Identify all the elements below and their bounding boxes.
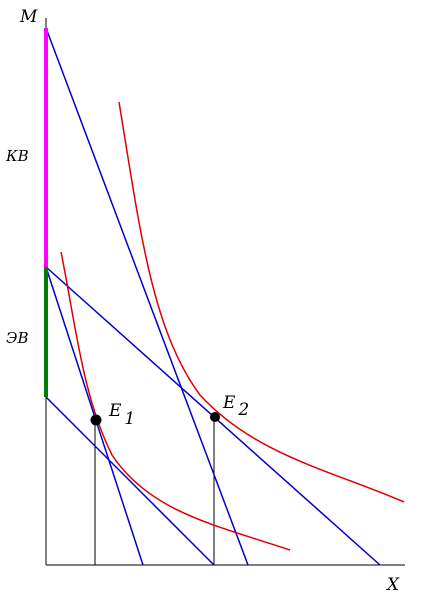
e2-label-main: E: [222, 393, 236, 413]
e1-point: [90, 414, 102, 426]
indifference-curve-2: [118, 101, 405, 503]
y-axis-label: M: [19, 7, 38, 27]
indifference-curve-1: [60, 251, 291, 551]
x-axis-label: X: [385, 575, 400, 595]
budget-line-steep-high: [45, 27, 249, 566]
e2-label-sub: 2: [237, 400, 249, 420]
ev-label: ЭВ: [6, 329, 29, 347]
budget-line-low: [45, 396, 215, 566]
e2-point: [210, 412, 220, 422]
kv-label: КВ: [5, 147, 29, 165]
e1-label-sub: 1: [124, 409, 135, 429]
e1-label-main: E: [108, 401, 122, 421]
